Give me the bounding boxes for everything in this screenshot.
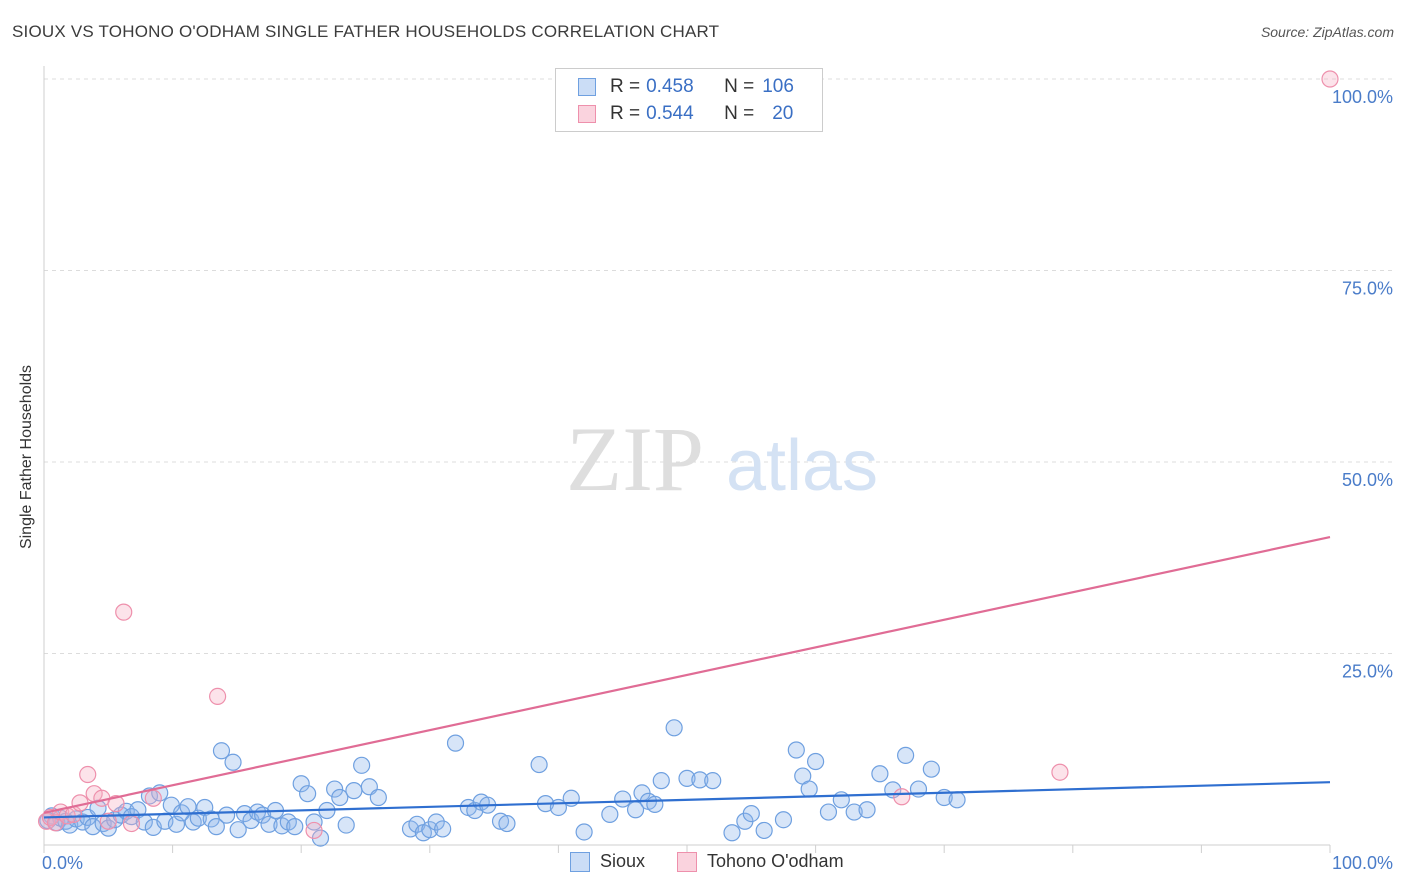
series-legend: Sioux Tohono O'odham — [570, 851, 876, 872]
series-legend-tohono: Tohono O'odham — [677, 851, 844, 872]
series-legend-sioux: Sioux — [570, 851, 645, 872]
y-tick-label: 50.0% — [1342, 470, 1393, 490]
point-sioux — [897, 746, 915, 764]
point-sioux — [652, 772, 670, 790]
point-tohono — [79, 765, 97, 784]
point-sioux — [691, 771, 709, 789]
point-sioux — [286, 818, 304, 836]
point-tohono — [144, 789, 162, 807]
y-axis-label: Single Father Households — [18, 364, 35, 550]
point-sioux — [858, 801, 876, 819]
point-sioux — [723, 824, 741, 842]
y-tick-label: 100.0% — [1332, 87, 1393, 107]
y-tick-label: 75.0% — [1342, 279, 1393, 299]
point-tohono — [99, 812, 117, 830]
point-sioux — [787, 741, 805, 759]
point-sioux — [614, 790, 632, 808]
legend-n-value: 106 — [762, 76, 794, 97]
point-sioux — [218, 806, 236, 824]
watermark-atlas: atlas — [726, 426, 878, 506]
point-sioux — [179, 798, 197, 816]
point-sioux — [229, 821, 247, 839]
point-sioux — [800, 780, 818, 798]
point-sioux — [678, 769, 696, 787]
trend-lines — [43, 535, 1331, 819]
point-sioux — [665, 719, 683, 737]
point-sioux — [427, 813, 445, 831]
series-swatch-tohono — [677, 851, 698, 872]
x-tick-label: 0.0% — [42, 853, 83, 873]
tick-labels: 100.0% 75.0% 50.0% 25.0% 0.0% 100.0% — [42, 87, 1393, 873]
legend-n-label: N = — [724, 103, 755, 124]
point-sioux — [871, 765, 889, 783]
legend-n-value: 20 — [772, 103, 794, 124]
legend-r-value: 0.458 — [646, 76, 694, 97]
legend-r-value: 0.544 — [646, 103, 694, 124]
point-sioux — [353, 756, 371, 774]
watermark-zip: ZIP — [566, 408, 704, 510]
legend-row-sioux: R = 0.458 N = 106 — [578, 76, 794, 98]
series-label-tohono: Tohono O'odham — [707, 851, 844, 871]
point-sioux — [845, 803, 863, 821]
point-sioux — [292, 775, 310, 793]
point-sioux — [260, 815, 278, 833]
point-sioux — [498, 814, 516, 833]
chart-title: SIOUX VS TOHONO O'ODHAM SINGLE FATHER HO… — [12, 22, 720, 41]
point-sioux — [832, 791, 850, 809]
point-tohono — [107, 795, 125, 813]
point-sioux — [774, 811, 793, 829]
series-label-sioux: Sioux — [600, 851, 646, 871]
point-sioux — [236, 804, 254, 823]
point-sioux — [224, 753, 242, 771]
point-tohono — [305, 821, 323, 840]
point-sioux — [742, 804, 760, 823]
legend-swatch-sioux — [578, 78, 596, 96]
point-sioux — [948, 791, 966, 809]
trend-line-tohono — [43, 535, 1331, 814]
legend-n-label: N = — [724, 76, 755, 97]
point-tohono — [115, 603, 133, 621]
point-sioux — [299, 785, 317, 803]
point-tohono — [1051, 763, 1069, 781]
point-sioux — [446, 734, 465, 752]
point-sioux — [575, 823, 593, 841]
point-tohono — [1321, 70, 1339, 88]
point-sioux — [326, 780, 344, 798]
point-sioux — [434, 820, 452, 838]
point-sioux — [331, 788, 349, 807]
legend-swatch-tohono — [578, 105, 596, 123]
point-sioux — [755, 821, 773, 840]
watermark: ZIP atlas — [566, 408, 878, 510]
point-sioux — [337, 816, 355, 834]
point-tohono — [209, 687, 227, 705]
point-sioux — [207, 818, 225, 836]
axes — [43, 66, 1331, 853]
x-tick-label: 100.0% — [1332, 853, 1393, 873]
trend-line-sioux — [43, 781, 1331, 819]
point-tohono — [893, 788, 911, 806]
point-tohono — [122, 814, 141, 833]
point-sioux — [704, 772, 722, 790]
point-sioux — [369, 788, 387, 807]
point-sioux — [646, 795, 664, 814]
point-sioux — [530, 755, 548, 774]
legend-r-label: R = — [610, 103, 641, 124]
point-sioux — [806, 752, 825, 771]
stats-legend: R = 0.458 N = 106 R = 0.544 N = 20 — [555, 68, 823, 132]
point-sioux — [601, 805, 619, 823]
y-tick-label: 25.0% — [1342, 662, 1393, 682]
legend-row-tohono: R = 0.544 N = 20 — [578, 103, 793, 125]
point-sioux — [345, 782, 363, 800]
point-sioux — [922, 760, 940, 778]
legend-r-label: R = — [610, 76, 641, 97]
point-sioux — [212, 742, 231, 760]
source-label: Source: ZipAtlas.com — [1260, 24, 1394, 40]
point-sioux — [819, 803, 838, 821]
series-swatch-sioux — [570, 851, 590, 872]
point-sioux — [122, 808, 141, 826]
